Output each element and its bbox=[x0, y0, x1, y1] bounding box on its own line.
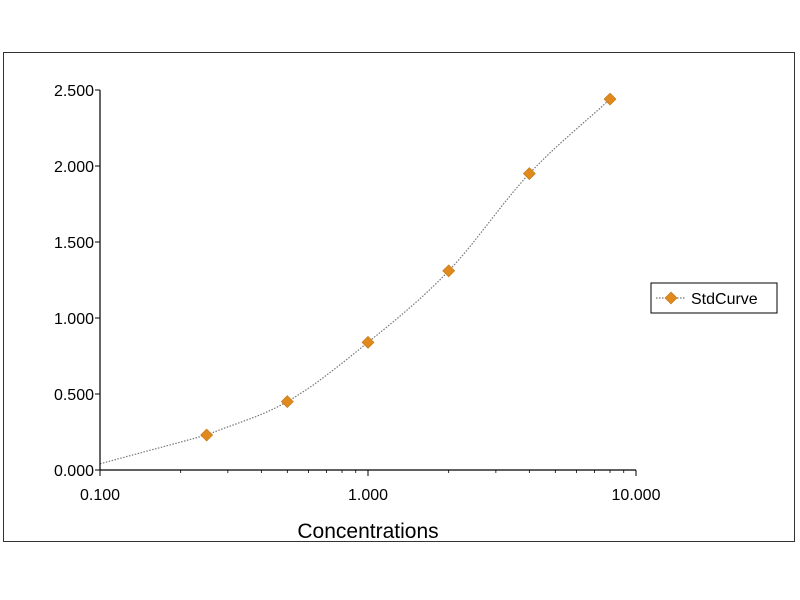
y-tick-label: 2.500 bbox=[54, 83, 94, 100]
y-tick-label: 1.000 bbox=[54, 311, 94, 328]
x-tick-label: 1.000 bbox=[348, 487, 388, 504]
legend-marker-diamond bbox=[664, 291, 678, 305]
data-point-diamond bbox=[280, 395, 294, 409]
legend-label: StdCurve bbox=[691, 291, 758, 308]
y-tick-label: 2.000 bbox=[54, 159, 94, 176]
data-point-diamond bbox=[442, 264, 456, 278]
y-tick-label: 0.500 bbox=[54, 387, 94, 404]
fit-curve bbox=[99, 98, 611, 465]
fit-curve-layer bbox=[99, 98, 611, 465]
data-points-layer bbox=[200, 92, 617, 442]
legend: StdCurve bbox=[650, 282, 778, 314]
axes-layer: 0.000 0.500 1.000 1.500 2.000 2.500 0.100 1.000… bbox=[54, 83, 661, 504]
x-axis-title: Concentrations bbox=[297, 520, 438, 543]
x-tick-label: 10.000 bbox=[612, 487, 661, 504]
y-tick-label: 0.000 bbox=[54, 463, 94, 480]
legend-box bbox=[650, 282, 778, 314]
x-tick-label: 0.100 bbox=[80, 487, 120, 504]
y-tick-label: 1.500 bbox=[54, 235, 94, 252]
data-point-diamond bbox=[200, 428, 214, 442]
data-point-diamond bbox=[361, 335, 375, 349]
data-point-diamond bbox=[522, 167, 536, 181]
data-point-diamond bbox=[603, 92, 617, 106]
